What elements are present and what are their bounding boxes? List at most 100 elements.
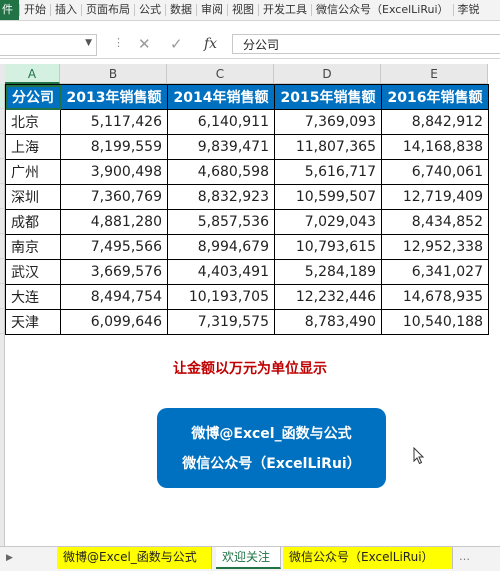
cell-value[interactable]: 5,857,536 xyxy=(167,209,275,235)
table-row: 北京 5,117,426 6,140,911 7,369,093 8,842,9… xyxy=(5,109,489,135)
sheet-tab-welcome[interactable]: 欢迎关注 xyxy=(216,547,281,569)
tab-wechat[interactable]: 微信公众号（ExcelLiRui） xyxy=(316,3,449,16)
cell-value[interactable]: 6,140,911 xyxy=(167,109,275,135)
cell-city[interactable]: 上海 xyxy=(5,134,61,160)
cell-value[interactable]: 3,669,576 xyxy=(60,259,168,285)
promo-banner[interactable]: 微博@Excel_函数与公式 微信公众号（ExcelLiRui） xyxy=(157,408,386,488)
cell-value[interactable]: 8,842,912 xyxy=(381,109,489,135)
cell-city[interactable]: 广州 xyxy=(5,159,61,185)
cell-city[interactable]: 南京 xyxy=(5,234,61,260)
cell-value[interactable]: 8,783,490 xyxy=(274,309,382,335)
cell-value[interactable]: 5,284,189 xyxy=(274,259,382,285)
enter-icon[interactable]: ✓ xyxy=(170,35,183,53)
cell-value[interactable]: 7,360,769 xyxy=(60,184,168,210)
function-icon[interactable]: fx xyxy=(204,36,218,52)
cell-value[interactable]: 6,740,061 xyxy=(381,159,489,185)
tab-divider xyxy=(19,4,20,16)
cell-city[interactable]: 大连 xyxy=(5,284,61,310)
cell-city[interactable]: 武汉 xyxy=(5,259,61,285)
tab-formulas[interactable]: 公式 xyxy=(139,3,161,16)
cell-value[interactable]: 4,403,491 xyxy=(167,259,275,285)
cell-city[interactable]: 北京 xyxy=(5,109,61,135)
dropdown-arrow-icon[interactable]: ▼ xyxy=(85,38,92,48)
sheet-next-arrow-icon[interactable]: ▶ xyxy=(6,553,13,563)
cell-value[interactable]: 7,495,566 xyxy=(60,234,168,260)
header-cell-branch[interactable]: 分公司 xyxy=(5,84,61,110)
tab-insert[interactable]: 插入 xyxy=(55,3,77,16)
tab-divider xyxy=(50,4,51,16)
header-cell-2013[interactable]: 2013年销售额 xyxy=(60,84,168,110)
table-row: 成都 4,881,280 5,857,536 7,029,043 8,434,8… xyxy=(5,209,489,235)
row-header[interactable] xyxy=(0,159,5,184)
cell-value[interactable]: 7,319,575 xyxy=(167,309,275,335)
header-cell-2015[interactable]: 2015年销售额 xyxy=(274,84,382,110)
row-header[interactable] xyxy=(0,259,5,284)
name-box[interactable]: ▼ xyxy=(0,34,97,56)
cell-value[interactable]: 8,832,923 xyxy=(167,184,275,210)
sheet-tab-weibo[interactable]: 微博@Excel_函数与公式 xyxy=(57,547,212,569)
row-header[interactable] xyxy=(0,84,5,109)
tab-data[interactable]: 数据 xyxy=(170,3,192,16)
cell-value[interactable]: 6,341,027 xyxy=(381,259,489,285)
cell-value[interactable]: 10,599,507 xyxy=(274,184,382,210)
row-header[interactable] xyxy=(0,309,5,334)
cell-value[interactable]: 10,793,615 xyxy=(274,234,382,260)
row-header[interactable] xyxy=(0,209,5,234)
cell-value[interactable]: 14,678,935 xyxy=(381,284,489,310)
table-row: 深圳 7,360,769 8,832,923 10,599,507 12,719… xyxy=(5,184,489,210)
cell-value[interactable]: 8,994,679 xyxy=(167,234,275,260)
row-header[interactable] xyxy=(0,134,5,159)
cell-value[interactable]: 3,900,498 xyxy=(60,159,168,185)
row-header[interactable] xyxy=(0,284,5,309)
tab-file[interactable]: 件 xyxy=(0,0,19,20)
column-header-a[interactable]: A xyxy=(5,64,60,84)
formula-bar-splitter[interactable]: ⋮ xyxy=(113,36,124,49)
tab-divider xyxy=(311,4,312,16)
tab-view[interactable]: 视图 xyxy=(232,3,254,16)
formula-input[interactable]: 分公司 xyxy=(232,34,500,54)
cell-value[interactable]: 7,029,043 xyxy=(274,209,382,235)
column-header-e[interactable]: E xyxy=(381,64,488,84)
cell-value[interactable]: 7,369,093 xyxy=(274,109,382,135)
tab-page-layout[interactable]: 页面布局 xyxy=(86,3,130,16)
cell-value[interactable]: 12,719,409 xyxy=(381,184,489,210)
tab-user[interactable]: 李锐 xyxy=(457,3,480,16)
cell-value[interactable]: 4,680,598 xyxy=(167,159,275,185)
column-header-b[interactable]: B xyxy=(60,64,167,84)
row-header[interactable] xyxy=(0,334,5,548)
column-header-c[interactable]: C xyxy=(167,64,274,84)
row-header[interactable] xyxy=(0,109,5,134)
cell-value[interactable]: 5,117,426 xyxy=(60,109,168,135)
row-header[interactable] xyxy=(0,234,5,259)
cell-value[interactable]: 8,199,559 xyxy=(60,134,168,160)
worksheet-grid[interactable]: A B C D E 分公司 2013年销售额 2014年销售额 2015年销售额… xyxy=(0,64,500,548)
cell-value[interactable]: 4,881,280 xyxy=(60,209,168,235)
cell-value[interactable]: 8,434,852 xyxy=(381,209,489,235)
row-header[interactable] xyxy=(0,184,5,209)
tab-home[interactable]: 开始 xyxy=(24,3,46,16)
more-sheets-icon[interactable]: … xyxy=(459,550,470,563)
cell-value[interactable]: 11,807,365 xyxy=(274,134,382,160)
column-header-d[interactable]: D xyxy=(274,64,381,84)
header-cell-2014[interactable]: 2014年销售额 xyxy=(167,84,275,110)
cell-city[interactable]: 成都 xyxy=(5,209,61,235)
cell-city[interactable]: 深圳 xyxy=(5,184,61,210)
cell-value[interactable]: 12,952,338 xyxy=(381,234,489,260)
table-row: 天津 6,099,646 7,319,575 8,783,490 10,540,… xyxy=(5,309,489,335)
tab-developer[interactable]: 开发工具 xyxy=(263,3,307,16)
tab-review[interactable]: 审阅 xyxy=(201,3,223,16)
cancel-icon[interactable]: ✕ xyxy=(138,35,151,53)
cell-value[interactable]: 12,232,446 xyxy=(274,284,382,310)
sheet-tab-wechat[interactable]: 微信公众号（ExcelLiRui） xyxy=(283,547,453,569)
cell-value[interactable]: 5,616,717 xyxy=(274,159,382,185)
header-cell-2016[interactable]: 2016年销售额 xyxy=(381,84,489,110)
cell-value[interactable]: 14,168,838 xyxy=(381,134,489,160)
mouse-pointer-icon xyxy=(413,447,425,465)
cell-value[interactable]: 9,839,471 xyxy=(167,134,275,160)
cell-value[interactable]: 6,099,646 xyxy=(60,309,168,335)
cell-value[interactable]: 10,540,188 xyxy=(381,309,489,335)
cell-city[interactable]: 天津 xyxy=(5,309,61,335)
cell-value[interactable]: 10,193,705 xyxy=(167,284,275,310)
promo-weibo-text: 微博@Excel_函数与公式 xyxy=(191,426,352,442)
cell-value[interactable]: 8,494,754 xyxy=(60,284,168,310)
